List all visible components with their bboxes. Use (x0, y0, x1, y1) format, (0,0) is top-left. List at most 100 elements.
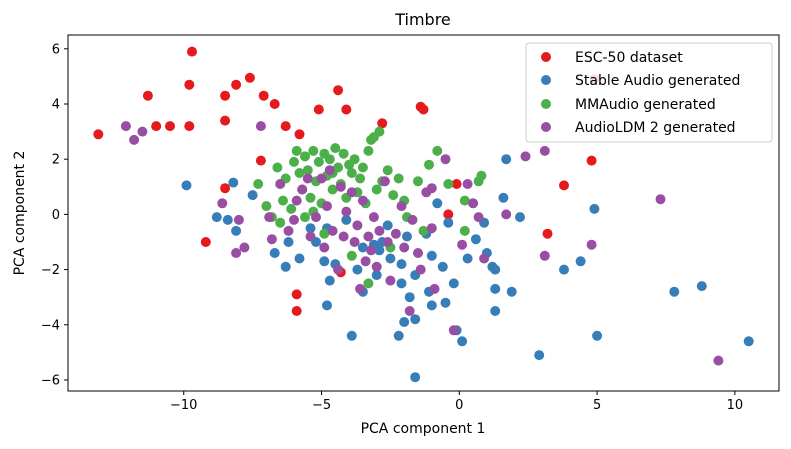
x-axis-label: PCA component 1 (361, 421, 486, 437)
point-audioldm-2-generated (297, 184, 308, 195)
chart-title: Timbre (394, 10, 451, 29)
point-mmaudio-generated (300, 212, 310, 223)
point-mmaudio-generated (346, 250, 357, 261)
y-tick-label: −4 (41, 318, 60, 333)
point-esc-50-dataset (244, 72, 255, 83)
point-mmaudio-generated (319, 228, 330, 239)
point-esc-50-dataset (377, 118, 388, 129)
point-esc-50-dataset (255, 155, 266, 166)
point-mmaudio-generated (382, 165, 393, 176)
point-esc-50-dataset (220, 115, 231, 126)
point-audioldm-2-generated (324, 165, 335, 176)
point-esc-50-dataset (586, 155, 597, 166)
point-stable-audio-generated (231, 225, 242, 236)
points-layer (93, 46, 754, 383)
point-stable-audio-generated (559, 264, 569, 275)
legend: ESC-50 dataset Stable Audio generated MM… (525, 42, 773, 143)
x-tick-label: 10 (727, 398, 744, 413)
point-stable-audio-generated (440, 297, 451, 308)
point-mmaudio-generated (286, 203, 297, 214)
point-esc-50-dataset (142, 90, 153, 101)
point-esc-50-dataset (291, 289, 302, 300)
point-audioldm-2-generated (231, 248, 242, 258)
legend-label-mmaudio: MMAudio generated (575, 97, 716, 113)
point-stable-audio-generated (515, 212, 525, 223)
legend-label-audioldm2: AudioLDM 2 generated (575, 120, 736, 136)
point-stable-audio-generated (393, 330, 404, 341)
point-audioldm-2-generated (539, 145, 550, 156)
point-mmaudio-generated (374, 126, 385, 137)
point-audioldm-2-generated (302, 173, 313, 184)
point-stable-audio-generated (490, 264, 501, 275)
point-esc-50-dataset (341, 104, 352, 115)
point-audioldm-2-generated (316, 173, 327, 184)
point-stable-audio-generated (592, 330, 603, 341)
point-audioldm-2-generated (448, 325, 459, 336)
point-audioldm-2-generated (357, 195, 368, 206)
point-audioldm-2-generated (137, 126, 148, 137)
point-mmaudio-generated (338, 148, 349, 159)
point-esc-50-dataset (151, 121, 162, 132)
point-stable-audio-generated (490, 283, 501, 294)
point-audioldm-2-generated (355, 283, 366, 294)
point-stable-audio-generated (346, 330, 357, 341)
point-esc-50-dataset (559, 180, 569, 191)
point-mmaudio-generated (330, 143, 341, 154)
point-esc-50-dataset (333, 85, 344, 96)
legend-marker-esc50 (541, 52, 551, 62)
point-esc-50-dataset (165, 121, 175, 132)
axis-ticks: −10 −5 0 5 10 −6 −4 −2 0 2 4 6 (41, 42, 743, 413)
point-audioldm-2-generated (335, 181, 346, 192)
point-audioldm-2-generated (415, 264, 426, 275)
legend-marker-stable-audio (541, 75, 551, 85)
point-stable-audio-generated (443, 217, 454, 228)
point-esc-50-dataset (418, 104, 429, 115)
point-mmaudio-generated (261, 201, 272, 212)
x-tick-label: −5 (312, 398, 331, 413)
point-audioldm-2-generated (462, 179, 473, 189)
point-stable-audio-generated (410, 372, 421, 383)
point-stable-audio-generated (575, 256, 586, 267)
point-mmaudio-generated (355, 173, 366, 184)
point-audioldm-2-generated (479, 253, 490, 264)
point-mmaudio-generated (424, 159, 434, 170)
point-stable-audio-generated (399, 317, 410, 327)
point-esc-50-dataset (291, 306, 302, 316)
point-audioldm-2-generated (338, 231, 349, 242)
point-audioldm-2-generated (283, 225, 294, 236)
point-audioldm-2-generated (586, 239, 597, 250)
point-mmaudio-generated (324, 154, 335, 165)
point-stable-audio-generated (324, 275, 335, 286)
point-esc-50-dataset (443, 209, 454, 220)
point-stable-audio-generated (426, 250, 437, 261)
point-audioldm-2-generated (120, 121, 131, 132)
point-mmaudio-generated (388, 190, 399, 201)
point-stable-audio-generated (385, 253, 396, 264)
point-mmaudio-generated (363, 278, 374, 289)
y-tick-label: 4 (52, 97, 60, 112)
point-audioldm-2-generated (322, 201, 332, 212)
point-mmaudio-generated (253, 179, 264, 189)
point-stable-audio-generated (743, 336, 754, 347)
point-audioldm-2-generated (319, 242, 330, 253)
point-audioldm-2-generated (539, 250, 550, 261)
point-stable-audio-generated (341, 214, 352, 225)
x-tick-label: 5 (593, 398, 601, 413)
point-stable-audio-generated (498, 192, 509, 203)
point-audioldm-2-generated (426, 223, 437, 234)
point-stable-audio-generated (437, 261, 448, 272)
point-audioldm-2-generated (333, 264, 344, 275)
point-stable-audio-generated (448, 278, 459, 289)
point-audioldm-2-generated (501, 209, 512, 220)
legend-label-esc50: ESC-50 dataset (575, 50, 683, 66)
x-tick-label: −10 (170, 398, 197, 413)
point-audioldm-2-generated (264, 212, 275, 223)
point-esc-50-dataset (258, 90, 269, 101)
point-stable-audio-generated (432, 198, 443, 209)
point-esc-50-dataset (269, 99, 280, 109)
point-mmaudio-generated (289, 156, 299, 167)
point-mmaudio-generated (275, 217, 286, 228)
point-audioldm-2-generated (349, 237, 360, 247)
point-esc-50-dataset (220, 183, 231, 194)
